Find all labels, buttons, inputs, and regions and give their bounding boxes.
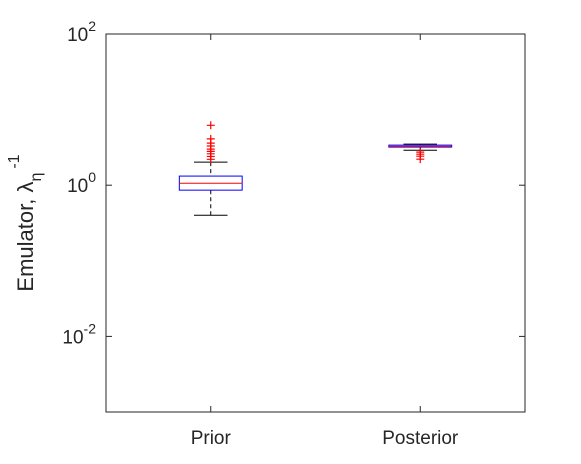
y-tick-exponent: 0 bbox=[88, 169, 96, 185]
outlier bbox=[206, 155, 215, 164]
x-tick-label: Prior bbox=[191, 428, 232, 449]
y-tick-exponent: 2 bbox=[88, 18, 96, 34]
y-tick-base: 10 bbox=[67, 25, 88, 46]
y-tick-base: 10 bbox=[67, 176, 88, 197]
y-label-main: Emulator, λ bbox=[13, 182, 38, 292]
y-label-sub: η bbox=[28, 173, 45, 182]
y-axis-label: Emulator, λη -1 bbox=[6, 154, 45, 291]
y-tick-exponent: -2 bbox=[84, 320, 97, 336]
x-tick-label: Posterior bbox=[382, 428, 459, 449]
y-tick-base: 10 bbox=[62, 327, 83, 348]
outlier bbox=[416, 155, 425, 164]
y-label-sup: -1 bbox=[6, 154, 23, 168]
y-tick-label: 100 bbox=[67, 169, 96, 197]
y-tick-label: 102 bbox=[67, 18, 96, 46]
outlier bbox=[206, 121, 215, 130]
plot-frame bbox=[105, 33, 526, 413]
y-tick-label: 10-2 bbox=[62, 320, 96, 348]
